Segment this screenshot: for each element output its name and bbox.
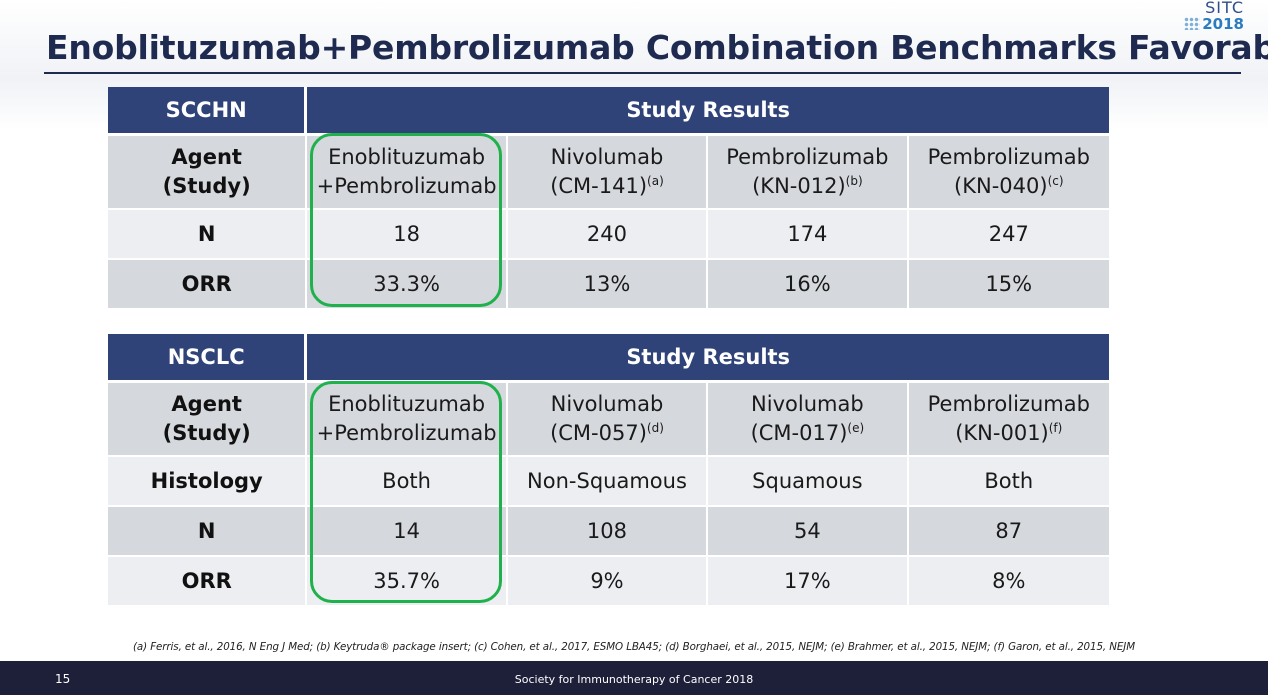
orr-cell: 15% xyxy=(908,260,1109,310)
section-header: NSCLC xyxy=(108,334,308,383)
histology-cell: Non-Squamous xyxy=(507,457,709,507)
reference-marker: (c) xyxy=(1047,174,1064,188)
n-cell: 18 xyxy=(307,210,508,260)
orr-cell: 16% xyxy=(708,260,909,310)
title-underline xyxy=(44,72,1241,74)
n-cell: 54 xyxy=(708,507,909,557)
reference-marker: (d) xyxy=(646,421,664,435)
agent-row: Agent (Study) Enoblituzumab +Pembrolizumab… xyxy=(108,136,1109,210)
row-label-histology: Histology xyxy=(108,457,308,507)
nsclc-table: NSCLC Study Results Agent (Study) Enoblit… xyxy=(108,334,1109,607)
agent-cell: Enoblituzumab +Pembrolizumab xyxy=(307,383,508,457)
agent-cell: Nivolumab (CM-057)(d) xyxy=(507,383,709,457)
slide-title: Enoblituzumab+Pembrolizumab Combination … xyxy=(46,28,1268,67)
n-cell: 14 xyxy=(307,507,508,557)
reference-marker: (a) xyxy=(647,174,664,188)
n-row: N 14 108 54 87 xyxy=(108,507,1109,557)
agent-cell: Pembrolizumab (KN-001)(f) xyxy=(908,383,1109,457)
row-label-agent: Agent (Study) xyxy=(108,136,308,210)
orr-cell: 17% xyxy=(708,557,909,607)
n-cell: 108 xyxy=(507,507,709,557)
study-results-header: Study Results xyxy=(307,334,1109,383)
histology-cell: Squamous xyxy=(708,457,909,507)
orr-row: ORR 33.3% 13% 16% 15% xyxy=(108,260,1109,310)
agent-cell: Nivolumab (CM-017)(e) xyxy=(708,383,909,457)
row-label-n: N xyxy=(108,210,308,260)
orr-cell: 13% xyxy=(507,260,709,310)
n-cell: 247 xyxy=(908,210,1109,260)
logo-dots-icon xyxy=(1184,17,1201,30)
agent-cell: Nivolumab (CM-141)(a) xyxy=(507,136,709,210)
orr-cell: 9% xyxy=(507,557,709,607)
logo-year: 2018 xyxy=(1202,15,1244,33)
orr-row: ORR 35.7% 9% 17% 8% xyxy=(108,557,1109,607)
table-header-row: SCCHN Study Results xyxy=(108,87,1109,136)
agent-cell: Pembrolizumab (KN-012)(b) xyxy=(708,136,909,210)
references-footnote: (a) Ferris, et al., 2016, N Eng J Med; (… xyxy=(133,641,1135,653)
reference-marker: (e) xyxy=(847,421,865,435)
row-label-agent: Agent (Study) xyxy=(108,383,308,457)
orr-cell: 35.7% xyxy=(307,557,508,607)
histology-row: Histology Both Non-Squamous Squamous Bot… xyxy=(108,457,1109,507)
orr-cell: 33.3% xyxy=(307,260,508,310)
study-results-header: Study Results xyxy=(307,87,1109,136)
logo-text: SITC xyxy=(1205,0,1244,17)
sitc-logo: SITC 2018 xyxy=(1184,0,1244,32)
histology-cell: Both xyxy=(307,457,508,507)
n-row: N 18 240 174 247 xyxy=(108,210,1109,260)
n-cell: 87 xyxy=(908,507,1109,557)
page-number: 15 xyxy=(55,672,71,686)
row-label-orr: ORR xyxy=(108,260,308,310)
reference-marker: (b) xyxy=(845,174,863,188)
n-cell: 240 xyxy=(507,210,709,260)
table-header-row: NSCLC Study Results xyxy=(108,334,1109,383)
section-header: SCCHN xyxy=(108,87,308,136)
n-cell: 174 xyxy=(708,210,909,260)
footer-organization: Society for Immunotherapy of Cancer 2018 xyxy=(514,673,754,686)
reference-marker: (f) xyxy=(1048,421,1063,435)
row-label-n: N xyxy=(108,507,308,557)
agent-cell: Pembrolizumab (KN-040)(c) xyxy=(908,136,1109,210)
orr-cell: 8% xyxy=(908,557,1109,607)
scchn-table: SCCHN Study Results Agent (Study) Enoblit… xyxy=(108,87,1109,310)
agent-cell: Enoblituzumab +Pembrolizumab xyxy=(307,136,508,210)
agent-row: Agent (Study) Enoblituzumab +Pembrolizumab… xyxy=(108,383,1109,457)
footer-bar: 15 Society for Immunotherapy of Cancer 2… xyxy=(0,661,1268,695)
row-label-orr: ORR xyxy=(108,557,308,607)
histology-cell: Both xyxy=(908,457,1109,507)
